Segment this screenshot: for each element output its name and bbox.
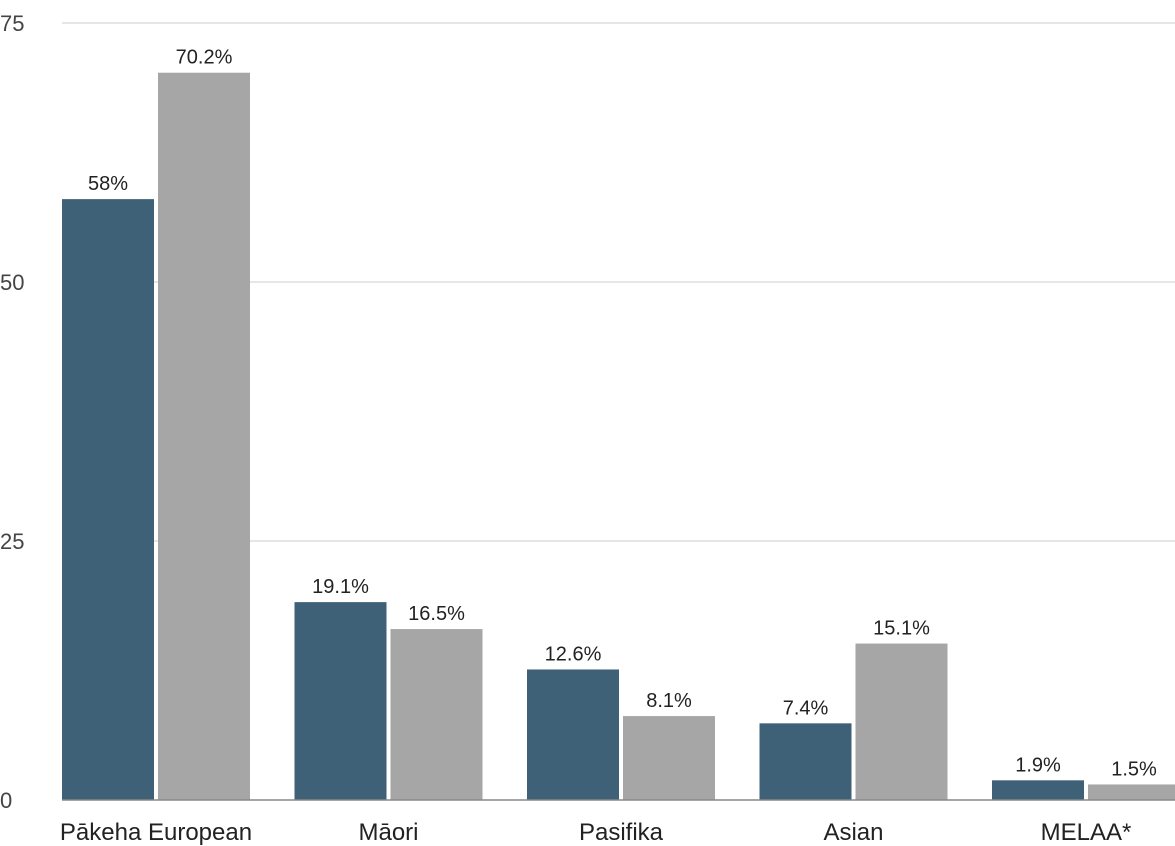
y-tick-label: 25 bbox=[0, 529, 24, 554]
bars bbox=[62, 72, 1175, 800]
data-labels: 58% 70.2% 19.1% 16.5% 12.6% 8.1% 7.4% 15.1% 1.9%… bbox=[88, 47, 1157, 781]
bar-series2-0 bbox=[158, 72, 250, 800]
data-label: 58% bbox=[88, 173, 128, 195]
bar-series1-3 bbox=[759, 723, 852, 800]
bar-series2-3 bbox=[855, 643, 948, 800]
data-label: 15.1% bbox=[873, 618, 930, 640]
data-label: 1.9% bbox=[1015, 754, 1061, 776]
y-tick-label: 0 bbox=[0, 788, 12, 813]
category-label: MELAA* bbox=[1041, 819, 1132, 846]
category-label: Pākeha European bbox=[60, 819, 252, 846]
bar-series1-0 bbox=[62, 199, 154, 800]
bar-series1-1 bbox=[294, 602, 387, 800]
bar-series2-4 bbox=[1088, 784, 1175, 800]
bar-series1-2 bbox=[527, 669, 619, 800]
category-label: Pasifika bbox=[579, 819, 664, 846]
data-label: 8.1% bbox=[646, 690, 692, 712]
bar-series2-2 bbox=[623, 716, 715, 800]
data-label: 7.4% bbox=[783, 697, 829, 719]
bar-series2-1 bbox=[390, 629, 483, 800]
data-label: 19.1% bbox=[312, 576, 369, 598]
data-label: 1.5% bbox=[1111, 758, 1157, 780]
bar-series1-4 bbox=[992, 780, 1084, 800]
y-tick-label: 50 bbox=[0, 270, 24, 295]
category-label: Asian bbox=[823, 819, 883, 846]
category-label: Māori bbox=[358, 819, 418, 846]
data-label: 12.6% bbox=[545, 643, 602, 665]
x-axis-categories: Pākeha European Māori Pasifika Asian MELAA* bbox=[60, 819, 1131, 846]
y-tick-label: 75 bbox=[0, 11, 24, 36]
data-label: 70.2% bbox=[176, 47, 233, 69]
data-label: 16.5% bbox=[408, 603, 465, 625]
y-axis-ticks: 0 25 50 75 bbox=[0, 11, 24, 813]
